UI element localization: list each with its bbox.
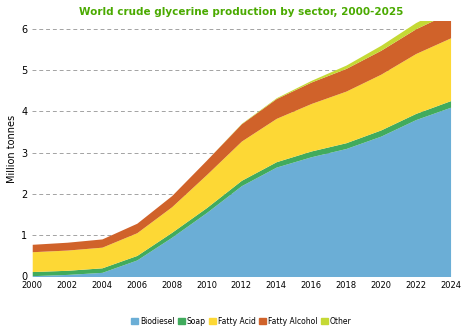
Title: World crude glycerine production by sector, 2000-2025: World crude glycerine production by sect… [79,7,403,17]
Y-axis label: Million tonnes: Million tonnes [7,115,17,182]
Legend: Biodiesel, Soap, Fatty Acid, Fatty Alcohol, Other: Biodiesel, Soap, Fatty Acid, Fatty Alcoh… [128,313,355,329]
